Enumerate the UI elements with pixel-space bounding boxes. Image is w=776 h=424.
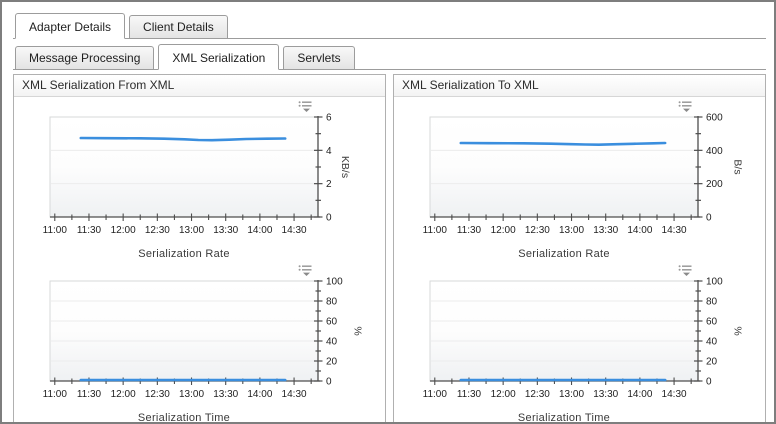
- svg-text:12:30: 12:30: [525, 225, 550, 236]
- legend-menu-icon-glyph: [298, 265, 312, 276]
- y-axis-title: %: [732, 326, 744, 335]
- svg-text:13:00: 13:00: [559, 389, 584, 400]
- svg-text:14:30: 14:30: [662, 389, 687, 400]
- svg-text:4: 4: [326, 146, 332, 157]
- svg-text:14:30: 14:30: [662, 225, 687, 236]
- legend-menu-icon-glyph: [298, 101, 312, 112]
- chart-menu-icon[interactable]: [678, 264, 693, 277]
- line-chart-svg: 0 200 400 600 11:00 11:30 12:00 12:30 13:00 13:30…: [423, 113, 744, 261]
- svg-text:11:30: 11:30: [457, 225, 482, 236]
- panel-to-xml: XML Serialization To XML 0 200 400 600 11:00…: [393, 74, 766, 424]
- tab-message-processing[interactable]: Message Processing: [15, 46, 155, 69]
- legend-menu-icon-glyph: [678, 101, 692, 112]
- svg-text:0: 0: [326, 377, 332, 388]
- series-line: [79, 136, 287, 142]
- svg-text:12:00: 12:00: [111, 389, 136, 400]
- line-chart-svg: 0 20 40 60 80 100 11:00 11:30 12:00 12:30 13:00 13:…: [423, 277, 744, 424]
- y-axis-title: B/s: [732, 159, 744, 174]
- svg-text:13:00: 13:00: [559, 225, 584, 236]
- svg-text:12:00: 12:00: [491, 389, 516, 400]
- svg-text:400: 400: [706, 146, 723, 157]
- svg-text:11:00: 11:00: [423, 225, 448, 236]
- legend-menu-icon-glyph: [678, 265, 692, 276]
- svg-text:13:30: 13:30: [213, 389, 238, 400]
- svg-text:12:00: 12:00: [491, 225, 516, 236]
- svg-text:20: 20: [706, 357, 718, 368]
- svg-text:13:30: 13:30: [213, 225, 238, 236]
- chart-serialization-rate-from-xml: 0 2 4 6 11:00 11:30 12:00 12:30 13:00 13:30 14:00 1…: [14, 97, 385, 261]
- svg-text:14:00: 14:00: [627, 389, 652, 400]
- chart-menu-icon[interactable]: [298, 100, 313, 113]
- y-axis-title: %: [352, 326, 364, 335]
- secondary-tabstrip: Message Processing XML Serialization Ser…: [13, 44, 766, 70]
- tab-client-details[interactable]: Client Details: [129, 15, 228, 38]
- svg-text:13:00: 13:00: [179, 389, 204, 400]
- svg-text:20: 20: [326, 357, 338, 368]
- axes: 0 2 4 6 11:00 11:30 12:00 12:30 13:00 13:30 14:00 1…: [43, 113, 332, 237]
- chart-serialization-time-to-xml: 0 20 40 60 80 100 11:00 11:30 12:00 12:30 13:00 13:…: [394, 261, 765, 424]
- svg-text:13:30: 13:30: [593, 225, 618, 236]
- svg-text:11:00: 11:00: [43, 389, 68, 400]
- svg-text:14:00: 14:00: [247, 389, 272, 400]
- chart-menu-icon[interactable]: [298, 264, 313, 277]
- tab-adapter-details[interactable]: Adapter Details: [15, 13, 126, 39]
- svg-text:12:30: 12:30: [145, 389, 170, 400]
- chart-serialization-rate-to-xml: 0 200 400 600 11:00 11:30 12:00 12:30 13:00 13:30…: [394, 97, 765, 261]
- series-line: [459, 141, 667, 147]
- svg-text:11:30: 11:30: [77, 389, 102, 400]
- svg-text:6: 6: [326, 113, 332, 124]
- x-axis-title: Serialization Time: [518, 412, 610, 424]
- svg-text:11:30: 11:30: [457, 389, 482, 400]
- svg-text:40: 40: [326, 337, 338, 348]
- svg-text:11:30: 11:30: [77, 225, 102, 236]
- tab-xml-serialization[interactable]: XML Serialization: [158, 44, 280, 70]
- chart-menu-icon[interactable]: [678, 100, 693, 113]
- x-axis-title: Serialization Time: [138, 412, 230, 424]
- svg-text:13:30: 13:30: [593, 389, 618, 400]
- svg-text:14:00: 14:00: [247, 225, 272, 236]
- svg-text:80: 80: [326, 297, 338, 308]
- svg-text:14:30: 14:30: [282, 225, 307, 236]
- svg-text:600: 600: [706, 113, 723, 124]
- line-chart-svg: 0 2 4 6 11:00 11:30 12:00 12:30 13:00 13:30 14:00 1…: [43, 113, 352, 261]
- chart-serialization-time-from-xml: 0 20 40 60 80 100 11:00 11:30 12:00 12:30 13:00 13:…: [14, 261, 385, 424]
- panel-title-from-xml: XML Serialization From XML: [14, 75, 385, 97]
- panel-title-to-xml: XML Serialization To XML: [394, 75, 765, 97]
- svg-text:40: 40: [706, 337, 718, 348]
- svg-text:2: 2: [326, 179, 332, 190]
- primary-tabstrip: Adapter Details Client Details: [13, 13, 766, 39]
- svg-text:14:00: 14:00: [627, 225, 652, 236]
- svg-text:0: 0: [706, 377, 712, 388]
- svg-text:200: 200: [706, 179, 723, 190]
- svg-text:0: 0: [326, 213, 332, 224]
- svg-text:11:00: 11:00: [43, 225, 68, 236]
- svg-text:12:30: 12:30: [525, 389, 550, 400]
- panels-row: XML Serialization From XML 0 2 4 6 11:00 11:3…: [13, 74, 766, 424]
- svg-text:14:30: 14:30: [282, 389, 307, 400]
- x-axis-title: Serialization Rate: [518, 248, 610, 260]
- svg-text:60: 60: [326, 317, 338, 328]
- svg-text:100: 100: [706, 277, 723, 288]
- svg-text:80: 80: [706, 297, 718, 308]
- axes: 0 200 400 600 11:00 11:30 12:00 12:30 13:00 13:30…: [423, 113, 723, 237]
- svg-text:13:00: 13:00: [179, 225, 204, 236]
- svg-text:11:00: 11:00: [423, 389, 448, 400]
- svg-text:12:30: 12:30: [145, 225, 170, 236]
- svg-text:12:00: 12:00: [111, 225, 136, 236]
- y-axis-title: KB/s: [339, 156, 351, 178]
- svg-text:100: 100: [326, 277, 343, 288]
- x-axis-title: Serialization Rate: [138, 248, 230, 260]
- svg-text:60: 60: [706, 317, 718, 328]
- tab-servlets[interactable]: Servlets: [283, 46, 355, 69]
- panel-from-xml: XML Serialization From XML 0 2 4 6 11:00 11:3…: [13, 74, 386, 424]
- svg-text:0: 0: [706, 213, 712, 224]
- line-chart-svg: 0 20 40 60 80 100 11:00 11:30 12:00 12:30 13:00 13:…: [43, 277, 364, 424]
